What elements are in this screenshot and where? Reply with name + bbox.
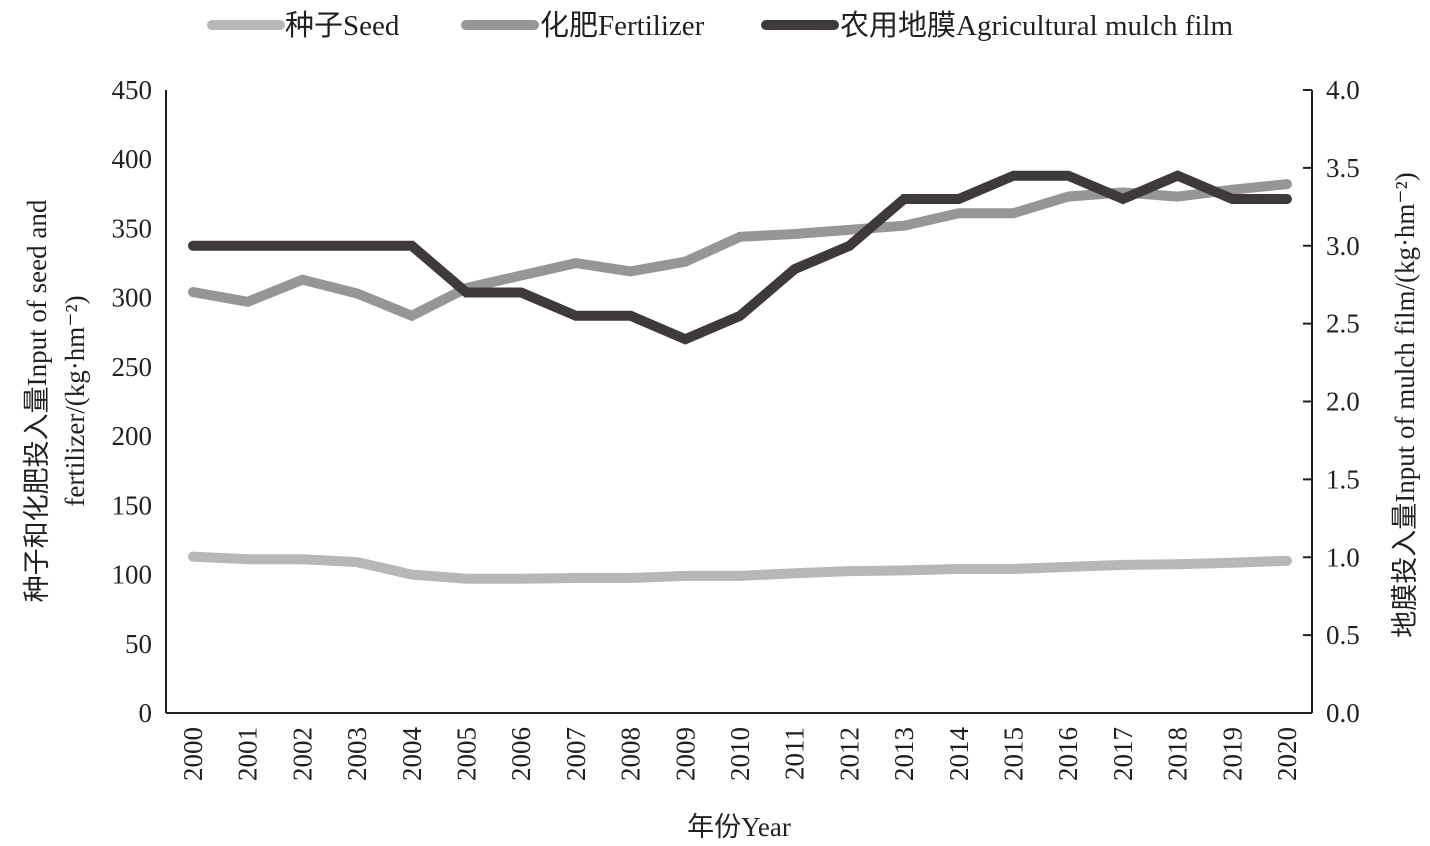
x-tick-label: 2001 bbox=[233, 727, 263, 781]
legend-label: 种子Seed bbox=[285, 9, 400, 42]
x-tick-label: 2019 bbox=[1217, 727, 1247, 781]
x-tick-label: 2014 bbox=[944, 727, 974, 782]
right-y-axis-title: 地膜投入量Input of mulch film/(kg·hm⁻²) bbox=[1390, 172, 1420, 638]
left-y-tick-label: 50 bbox=[125, 629, 152, 659]
left-y-tick-labels: 0 50 100 150 200 250 300 350 400 450 bbox=[112, 75, 153, 728]
x-tick-label: 2016 bbox=[1053, 727, 1083, 781]
left-y-axis-title-line-1: 种子和化肥投入量Input of seed and bbox=[22, 199, 52, 602]
left-y-tick-label: 150 bbox=[112, 490, 153, 520]
x-tick-labels: 2000 2001 2002 2003 2004 2005 2006 2007 2008 2009… bbox=[178, 727, 1302, 782]
x-tick-label: 2018 bbox=[1163, 727, 1193, 781]
right-y-tick-labels: 0.0 0.5 1.0 1.5 2.0 2.5 3.0 3.5 4.0 bbox=[1303, 75, 1360, 728]
x-tick-label: 2011 bbox=[780, 727, 810, 780]
right-y-tick-label: 2.0 bbox=[1326, 387, 1360, 417]
right-y-tick-label: 1.0 bbox=[1326, 542, 1360, 572]
left-y-tick-label: 450 bbox=[112, 75, 153, 105]
right-y-tick-label: 3.0 bbox=[1326, 231, 1360, 261]
left-y-tick-label: 0 bbox=[139, 698, 153, 728]
x-tick-label: 2007 bbox=[561, 727, 591, 781]
x-tick-label: 2009 bbox=[670, 727, 700, 781]
legend-label: 农用地膜Agricultural mulch film bbox=[840, 9, 1233, 42]
series-2 bbox=[188, 170, 1292, 345]
legend-item-0: 种子Seed bbox=[207, 9, 400, 42]
x-tick-label: 2012 bbox=[834, 727, 864, 781]
left-y-tick-label: 300 bbox=[112, 283, 153, 313]
legend-item-2: 农用地膜Agricultural mulch film bbox=[761, 9, 1233, 42]
right-y-tick-label: 2.5 bbox=[1326, 309, 1360, 339]
left-y-tick-label: 350 bbox=[112, 213, 153, 243]
series-0 bbox=[188, 551, 1292, 584]
legend: 种子Seed 化肥Fertilizer 农用地膜Agricultural mulch… bbox=[207, 9, 1233, 42]
x-tick-label: 2004 bbox=[397, 727, 427, 782]
x-tick-label: 2006 bbox=[506, 727, 536, 781]
right-y-tick-label: 4.0 bbox=[1326, 75, 1360, 105]
x-tick-label: 2020 bbox=[1272, 727, 1302, 781]
x-tick-label: 2013 bbox=[889, 727, 919, 781]
plot-lines bbox=[188, 170, 1292, 584]
axes bbox=[165, 90, 1313, 714]
right-y-tick-label: 0.5 bbox=[1326, 620, 1360, 650]
left-y-tick-label: 250 bbox=[112, 352, 153, 382]
x-tick-label: 2010 bbox=[725, 727, 755, 781]
x-tick-label: 2017 bbox=[1108, 727, 1138, 781]
x-tick-label: 2015 bbox=[999, 727, 1029, 781]
legend-item-1: 化肥Fertilizer bbox=[461, 9, 705, 42]
left-y-tick-label: 200 bbox=[112, 421, 153, 451]
x-tick-label: 2003 bbox=[342, 727, 372, 781]
x-tick-label: 2002 bbox=[287, 727, 317, 781]
left-y-axis-title: 种子和化肥投入量Input of seed and fertilizer/(kg… bbox=[22, 199, 90, 602]
legend-label: 化肥Fertilizer bbox=[540, 9, 705, 42]
series-line-0 bbox=[188, 551, 1292, 584]
right-y-tick-label: 0.0 bbox=[1326, 698, 1360, 728]
right-y-tick-label: 3.5 bbox=[1326, 153, 1360, 183]
series-line-2 bbox=[188, 170, 1292, 345]
left-y-tick-label: 100 bbox=[112, 560, 153, 590]
right-y-tick-label: 1.5 bbox=[1326, 464, 1360, 494]
x-tick-label: 2000 bbox=[178, 727, 208, 781]
x-axis-title: 年份Year bbox=[687, 812, 791, 842]
right-y-axis-title-text: 地膜投入量Input of mulch film/(kg·hm⁻²) bbox=[1390, 172, 1420, 638]
left-y-tick-label: 400 bbox=[112, 144, 153, 174]
x-tick-label: 2005 bbox=[452, 727, 482, 781]
x-tick-label: 2008 bbox=[616, 727, 646, 781]
left-y-axis-title-line-2: fertilizer/(kg·hm⁻²) bbox=[60, 295, 90, 506]
